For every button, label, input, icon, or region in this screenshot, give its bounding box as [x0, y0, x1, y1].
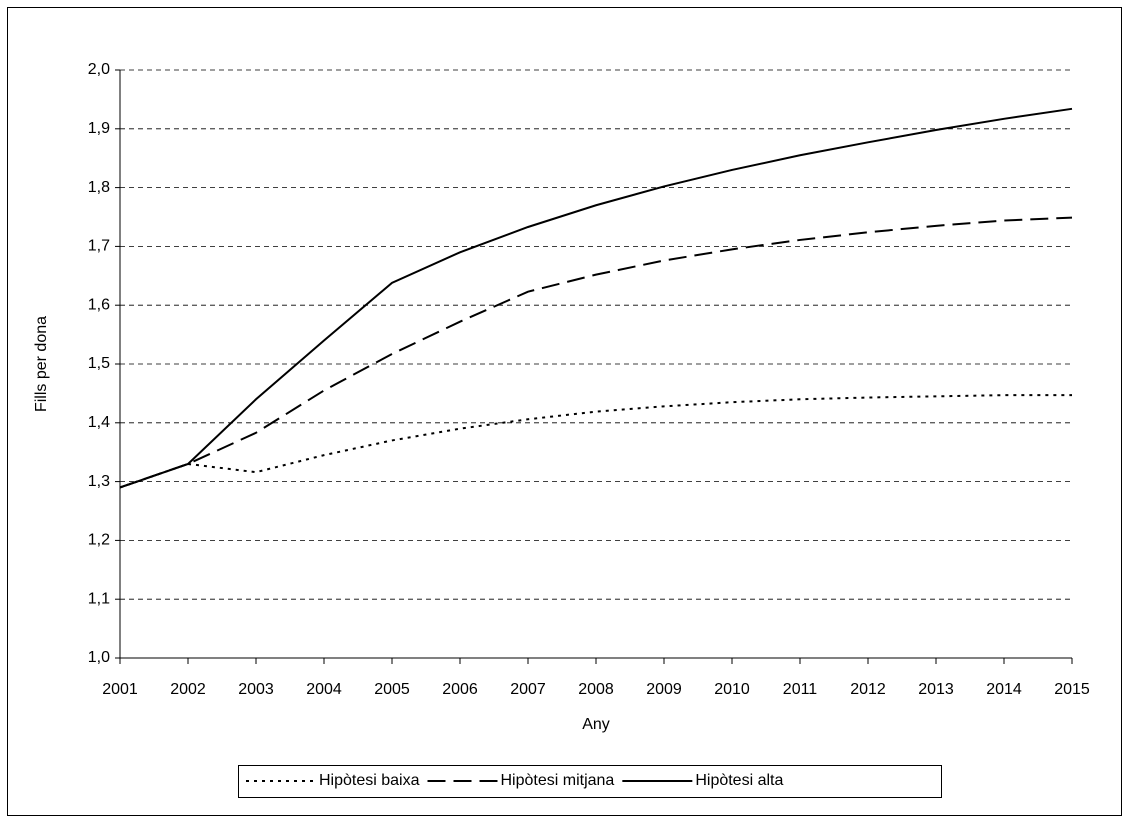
- legend-box: [238, 765, 942, 798]
- legend-label: Hipòtesi alta: [695, 772, 783, 789]
- series-line: [119, 216, 1073, 489]
- x-tick-label: 2009: [646, 681, 682, 698]
- x-tick-label: 2002: [170, 681, 206, 698]
- y-tick-label: 1,2: [88, 532, 110, 549]
- series-line: [119, 107, 1073, 489]
- x-axis-title: Any: [582, 716, 610, 733]
- y-tick-label: 1,1: [88, 590, 110, 607]
- x-tick-label: 2004: [306, 681, 342, 698]
- x-tick-label: 2003: [238, 681, 274, 698]
- y-tick-label: 1,6: [88, 296, 110, 313]
- x-tick-label: 2015: [1054, 681, 1090, 698]
- x-tick-label: 2010: [714, 681, 750, 698]
- legend-label: Hipòtesi baixa: [319, 772, 420, 789]
- x-tick-label: 2012: [850, 681, 886, 698]
- x-tick-label: 2014: [986, 681, 1022, 698]
- x-tick-label: 2006: [442, 681, 478, 698]
- x-tick-label: 2011: [783, 681, 818, 698]
- y-tick-label: 1,0: [88, 649, 110, 666]
- y-tick-label: 1,9: [88, 120, 110, 137]
- y-tick-label: 1,3: [88, 473, 110, 490]
- y-tick-label: 1,8: [88, 179, 110, 196]
- x-tick-label: 2007: [510, 681, 546, 698]
- legend-label: Hipòtesi mitjana: [501, 772, 615, 789]
- y-axis-title: Fills per dona: [33, 316, 50, 412]
- y-tick-label: 1,7: [88, 238, 110, 255]
- x-tick-label: 2013: [918, 681, 954, 698]
- x-tick-label: 2008: [578, 681, 614, 698]
- x-tick-label: 2005: [374, 681, 410, 698]
- y-tick-label: 2,0: [88, 61, 110, 78]
- y-tick-label: 1,5: [88, 355, 110, 372]
- y-tick-label: 1,4: [88, 414, 110, 431]
- chart-border: [7, 7, 1122, 816]
- x-tick-label: 2001: [102, 681, 138, 698]
